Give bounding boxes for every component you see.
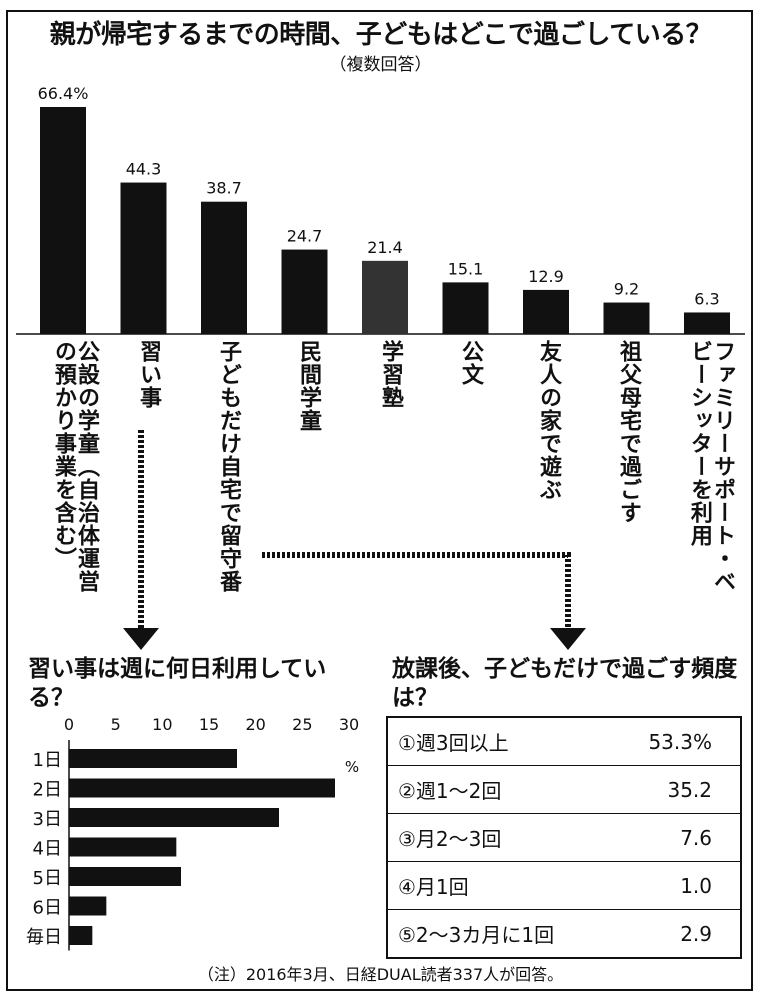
category-tick-label: 6日 xyxy=(33,898,62,919)
row-label: ⑤2～3カ月に1回 xyxy=(387,909,612,959)
data-label: 21.4 xyxy=(367,238,403,257)
arrows xyxy=(123,430,586,650)
x-tick-label: 0 xyxy=(64,715,74,734)
alone-frequency-table: ①週3回以上 53.3% ②週1～2回 35.2 ③月2～3回 7.6 ④月1回… xyxy=(386,716,742,959)
data-label: 38.7 xyxy=(206,179,242,198)
data-label: 15.1 xyxy=(448,259,484,278)
chart-frame xyxy=(6,10,753,991)
category-label: 学習塾 xyxy=(378,340,403,409)
bar xyxy=(69,926,93,945)
arrow-head-right xyxy=(550,628,586,650)
bar xyxy=(684,312,730,334)
category-label: 習い事 xyxy=(136,340,161,409)
data-label: 66.4% xyxy=(38,84,89,103)
alone-frequency-title: 放課後、子どもだけで過ごす頻度は？ xyxy=(392,656,738,711)
bar xyxy=(69,808,279,827)
bar xyxy=(40,107,86,334)
table-row: ④月1回 1.0 xyxy=(387,861,741,910)
row-value: 7.6 xyxy=(611,813,741,862)
data-label: 24.7 xyxy=(287,227,323,246)
x-tick-label: 15 xyxy=(199,715,219,734)
chart-subtitle: （複数回答） xyxy=(329,55,432,75)
data-label: 6.3 xyxy=(694,289,719,308)
x-tick-label: 25 xyxy=(292,715,312,734)
category-label: 友人の家で遊ぶ xyxy=(536,340,561,501)
category-label: 公文 xyxy=(458,340,483,386)
x-tick-label: 30 xyxy=(339,715,359,734)
unit-label: % xyxy=(345,758,359,776)
bar xyxy=(69,896,107,916)
table-row: ②週1～2回 35.2 xyxy=(387,765,741,814)
table-row: ①週3回以上 53.3% xyxy=(387,717,741,766)
row-value: 1.0 xyxy=(611,861,741,910)
main-bar-chart: 66.4% 44.3 38.7 24.7 21.4 15.1 12.9 9.2 6.3 xyxy=(16,84,745,335)
row-label: ④月1回 xyxy=(387,861,612,910)
category-tick-label: 5日 xyxy=(33,868,62,889)
arrow-head-left xyxy=(123,628,159,650)
bar xyxy=(442,282,489,334)
category-label: 子どもだけ自宅で留守番 xyxy=(216,340,241,593)
row-label: ①週3回以上 xyxy=(387,717,612,766)
category-label: 公設の学童（自治体運営の預かり事業を含む） xyxy=(50,340,99,593)
category-label: 祖父母宅で過ごす xyxy=(616,340,641,524)
bar xyxy=(120,182,167,334)
row-value: 53.3% xyxy=(611,717,741,766)
footnote: （注）2016年3月、日経DUAL読者337人が回答。 xyxy=(197,965,564,984)
data-label: 12.9 xyxy=(528,267,564,286)
lesson-days-title: 習い事は週に何日利用している？ xyxy=(28,656,327,711)
category-tick-label: 3日 xyxy=(33,809,62,830)
category-tick-label: 2日 xyxy=(33,780,62,801)
bar xyxy=(69,778,335,798)
row-value: 2.9 xyxy=(611,909,741,959)
x-tick-label: 20 xyxy=(245,715,265,734)
x-tick-label: 10 xyxy=(152,715,172,734)
category-label: 民間学童 xyxy=(296,340,321,432)
data-label: 9.2 xyxy=(614,280,639,299)
bar xyxy=(281,249,328,334)
category-tick-label: 4日 xyxy=(33,839,62,860)
category-tick-label: 毎日 xyxy=(26,927,62,948)
bar xyxy=(523,289,569,334)
bar xyxy=(69,749,237,768)
category-label: ファミリーサポート・ベビーシッターを利用 xyxy=(686,340,735,593)
row-label: ③月2～3回 xyxy=(387,813,612,862)
x-tick-label: 5 xyxy=(111,715,121,734)
chart-title: 親が帰宅するまでの時間、子どもはどこで過ごしている？ xyxy=(49,20,712,50)
table-row: ⑤2～3カ月に1回 2.9 xyxy=(387,909,741,959)
bar xyxy=(201,201,247,334)
bar xyxy=(69,867,181,886)
arrow-right-path xyxy=(262,552,571,628)
table-row: ③月2～3回 7.6 xyxy=(387,813,741,862)
bar xyxy=(362,260,408,334)
row-label: ②週1～2回 xyxy=(387,765,612,814)
data-label: 44.3 xyxy=(126,160,162,179)
category-tick-label: 1日 xyxy=(33,750,62,771)
bar xyxy=(69,837,177,857)
row-value: 35.2 xyxy=(611,765,741,814)
bar xyxy=(603,302,650,334)
